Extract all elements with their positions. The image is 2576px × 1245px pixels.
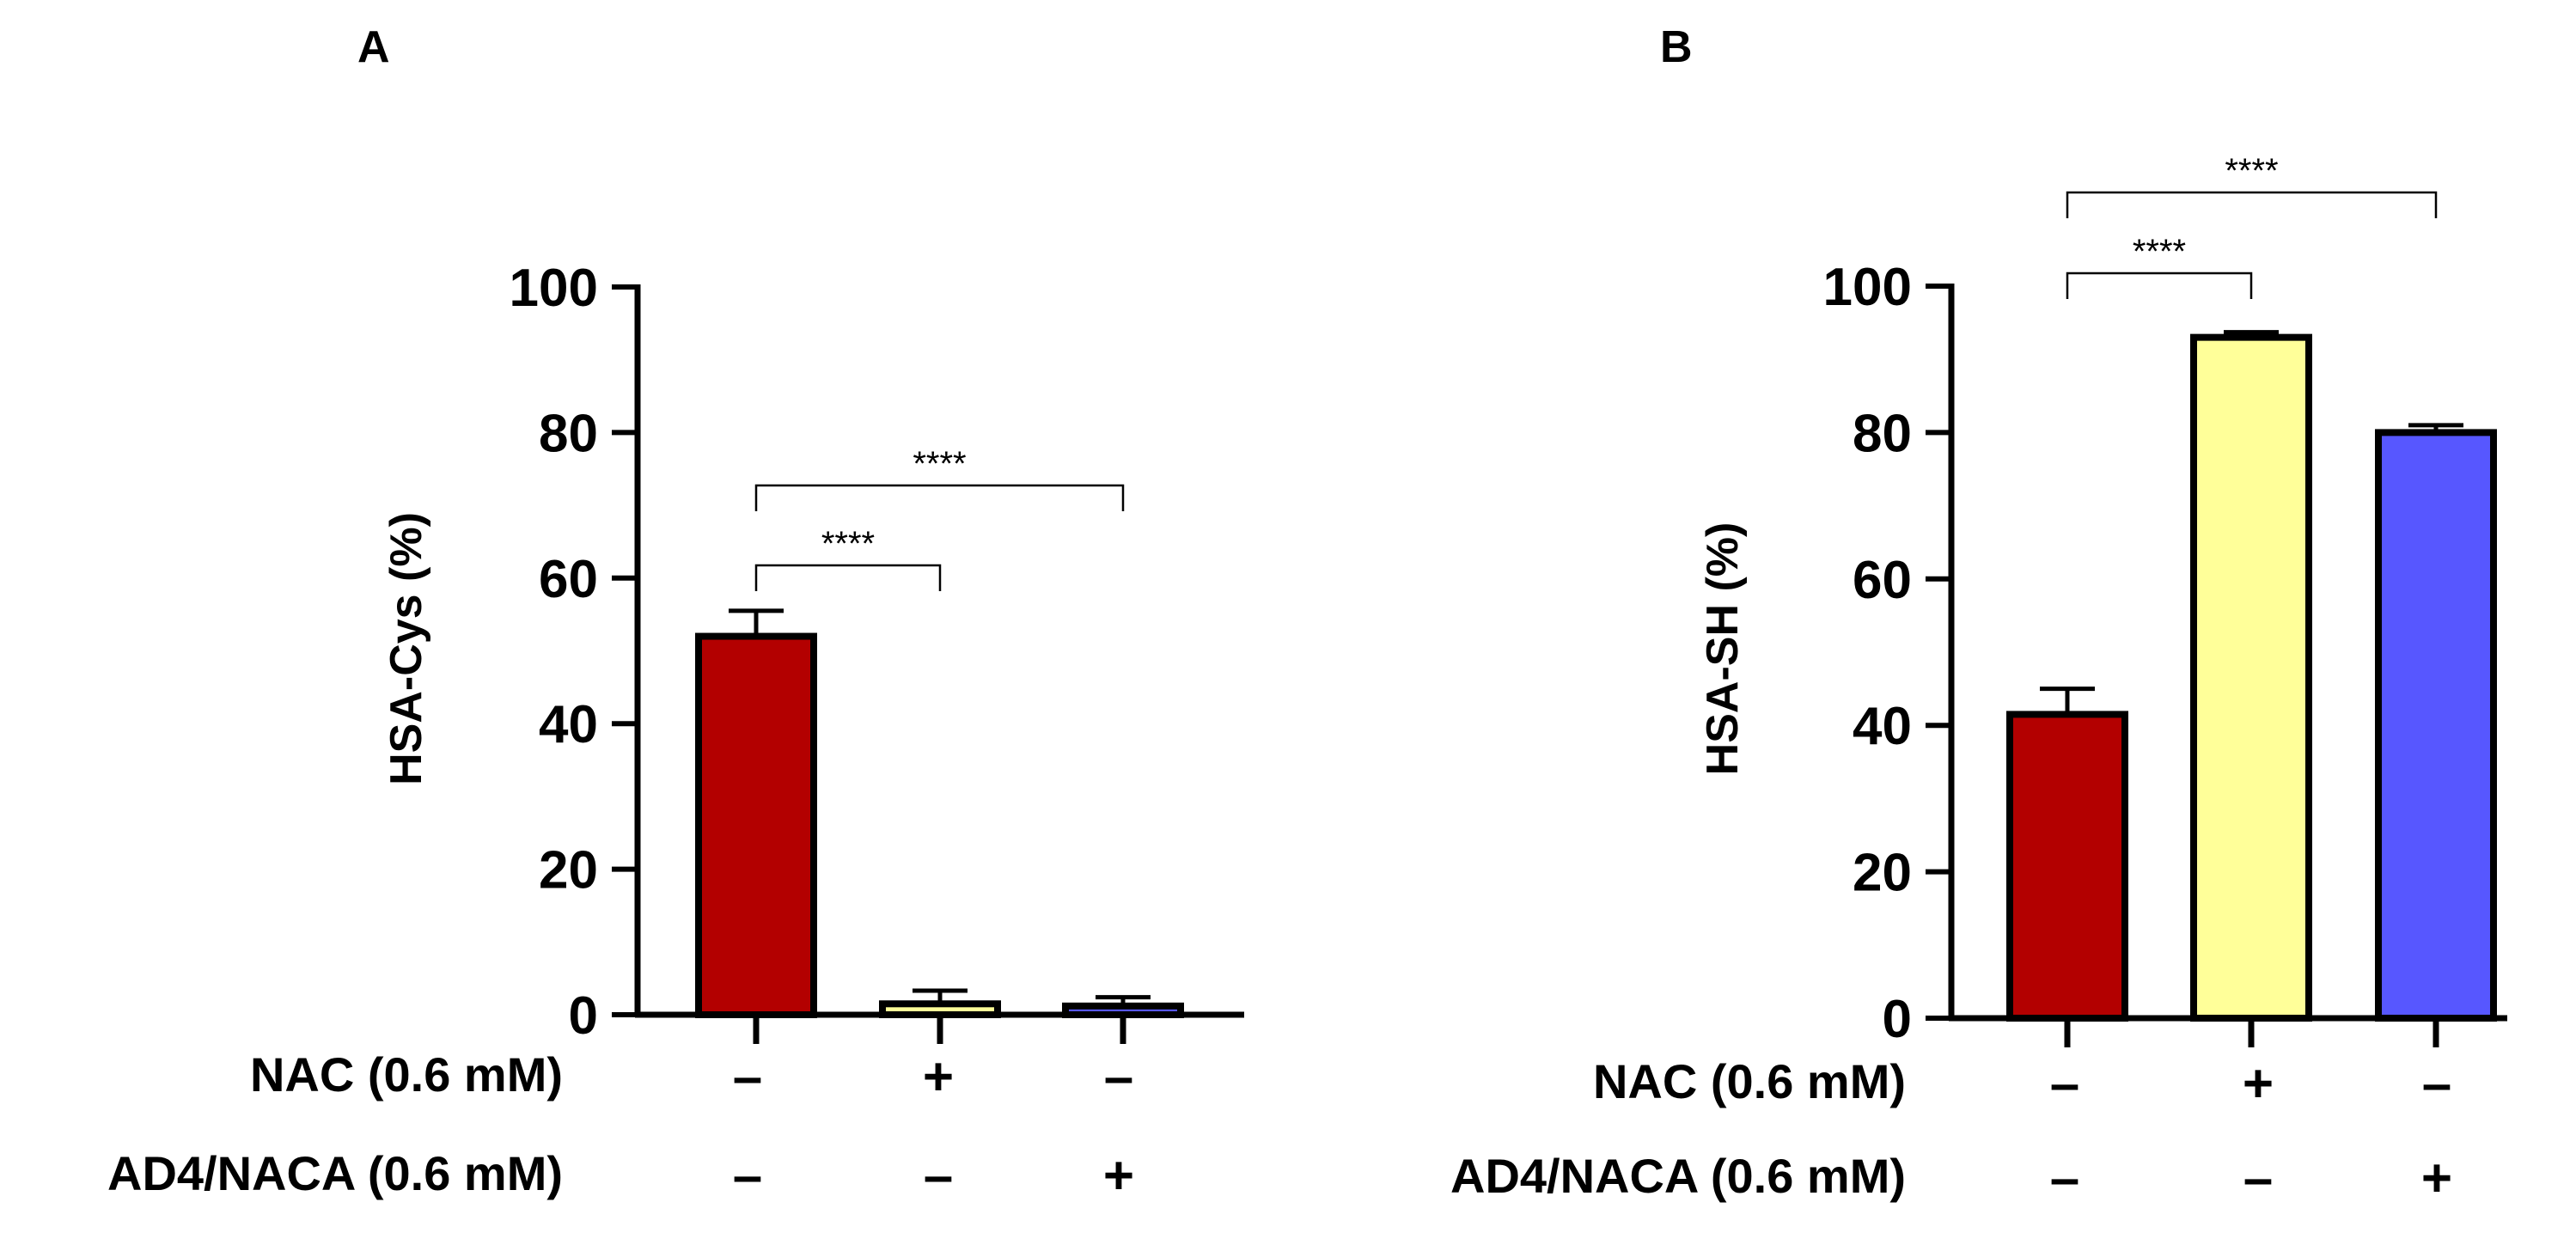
bar-control (2006, 711, 2128, 1022)
significance-stars: **** (821, 525, 875, 563)
y-tick-label: 60 (539, 550, 598, 609)
panel-letter-a: A (357, 22, 390, 72)
significance-bracket (2066, 272, 2253, 299)
condition-sign: – (2243, 1149, 2273, 1208)
significance-a: **** **** (754, 445, 1125, 591)
condition-rows-b: NAC (0.6 mM) – + – AD4/NACA (0.6 mM) – – + (1450, 1054, 2452, 1208)
condition-sign: – (733, 1146, 762, 1205)
significance-stars: **** (913, 445, 966, 483)
significance-stars: **** (2133, 233, 2186, 271)
y-tick-label: 20 (539, 841, 598, 900)
panel-b: B HSA-SH (%) 0 20 40 60 80 100 **** **** NAC (… (1450, 22, 2507, 1208)
bar-ad4-naca (2375, 429, 2497, 1022)
bars-b (2006, 330, 2497, 1022)
condition-rows-a: NAC (0.6 mM) – + – AD4/NACA (0.6 mM) – – + (107, 1047, 1134, 1205)
condition-sign: + (2243, 1054, 2274, 1114)
y-axis-title-a: HSA-Cys (%) (382, 512, 431, 785)
y-tick-label: 80 (1853, 404, 1912, 463)
condition-sign: – (924, 1146, 953, 1205)
condition-sign: – (2050, 1149, 2079, 1208)
significance-b: **** **** (2066, 152, 2438, 299)
panel-a: A HSA-Cys (%) 0 20 40 60 80 100 **** **** NAC … (107, 22, 1244, 1205)
panel-letter-b: B (1660, 22, 1693, 72)
bars-a (695, 608, 1184, 1019)
significance-stars: **** (2225, 152, 2278, 190)
y-tick-label: 0 (1883, 990, 1912, 1049)
condition-sign: + (1103, 1146, 1134, 1205)
y-ticks-a: 0 20 40 60 80 100 (510, 259, 638, 1046)
condition-sign: + (923, 1047, 954, 1107)
row-label: AD4/NACA (0.6 mM) (107, 1146, 563, 1200)
bar-control (695, 632, 817, 1018)
y-tick-label: 20 (1853, 844, 1912, 903)
row-label: NAC (0.6 mM) (250, 1047, 563, 1102)
condition-sign: + (2421, 1149, 2452, 1208)
y-tick-label: 40 (539, 695, 598, 754)
y-tick-label: 100 (1823, 258, 1912, 317)
condition-sign: – (733, 1047, 762, 1107)
y-axis-title-b: HSA-SH (%) (1698, 522, 1748, 776)
axes-b (1948, 284, 2507, 1047)
y-tick-label: 0 (569, 986, 598, 1046)
y-tick-label: 80 (539, 404, 598, 463)
condition-sign: – (2050, 1054, 2079, 1114)
significance-bracket (2066, 191, 2438, 218)
bar-nac (2190, 333, 2312, 1022)
y-tick-label: 100 (510, 259, 598, 318)
significance-bracket (754, 564, 942, 591)
axes-a (634, 284, 1244, 1044)
condition-sign: – (1104, 1047, 1133, 1107)
y-tick-label: 60 (1853, 551, 1912, 610)
significance-bracket (754, 484, 1125, 511)
row-label: NAC (0.6 mM) (1593, 1054, 1906, 1108)
row-label: AD4/NACA (0.6 mM) (1450, 1149, 1906, 1203)
y-ticks-b: 0 20 40 60 80 100 (1823, 258, 1951, 1049)
y-tick-label: 40 (1853, 697, 1912, 756)
condition-sign: – (2422, 1054, 2451, 1114)
